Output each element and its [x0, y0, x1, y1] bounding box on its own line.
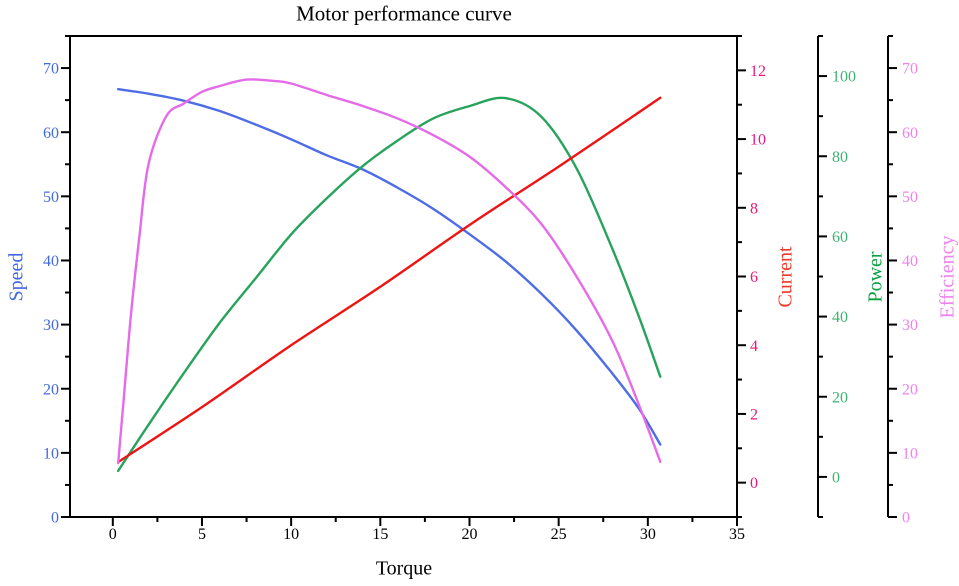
efficiency-tick-label: 50 — [902, 189, 918, 206]
power-tick-label: 60 — [832, 229, 848, 246]
speed-tick-label: 40 — [43, 253, 59, 270]
x-tick-label: 5 — [198, 526, 206, 543]
current-axis-title: Current — [774, 246, 797, 308]
power-tick-label: 0 — [832, 470, 840, 487]
plot-frame — [69, 35, 738, 518]
x-tick-label: 25 — [551, 526, 567, 543]
power-tick-label: 80 — [832, 149, 848, 166]
current-tick-label: 8 — [750, 200, 758, 217]
x-tick-label: 35 — [729, 526, 745, 543]
efficiency-tick-label: 70 — [902, 61, 918, 78]
efficiency-curve — [117, 78, 662, 465]
speed-tick-label: 60 — [43, 125, 59, 142]
efficiency-tick-label: 60 — [902, 125, 918, 142]
speed-tick-label: 20 — [43, 381, 59, 398]
x-tick-label: 0 — [109, 526, 117, 543]
efficiency-tick-label: 40 — [902, 253, 918, 270]
speed-tick-label: 10 — [43, 445, 59, 462]
efficiency-tick-label: 0 — [902, 510, 910, 527]
current-tick-label: 10 — [750, 132, 766, 149]
power-curve — [117, 96, 662, 473]
current-tick-label: 2 — [750, 407, 758, 424]
current-tick-label: 4 — [750, 338, 758, 355]
speed-tick-label: 0 — [51, 510, 59, 527]
speed-tick-label: 70 — [43, 61, 59, 78]
current-tick-label: 0 — [750, 475, 758, 492]
power-tick-label: 40 — [832, 309, 848, 326]
x-tick-label: 20 — [461, 526, 477, 543]
power-axis-title: Power — [864, 251, 887, 303]
x-tick-label: 30 — [640, 526, 656, 543]
power-tick-label: 100 — [832, 69, 856, 86]
speed-curve — [117, 88, 662, 446]
efficiency-axis-title: Efficiency — [936, 235, 959, 319]
efficiency-tick-label: 30 — [902, 317, 918, 334]
power-tick-label: 20 — [832, 389, 848, 406]
efficiency-tick-label: 20 — [902, 381, 918, 398]
current-tick-label: 12 — [750, 63, 766, 80]
current-tick-label: 6 — [750, 269, 758, 286]
speed-tick-label: 30 — [43, 317, 59, 334]
efficiency-tick-label: 10 — [902, 445, 918, 462]
speed-tick-label: 50 — [43, 189, 59, 206]
current-curve — [117, 96, 662, 464]
x-tick-label: 10 — [283, 526, 299, 543]
x-tick-label: 15 — [372, 526, 388, 543]
speed-axis-title: Speed — [5, 252, 28, 302]
chart-title: Motor performance curve — [296, 1, 512, 26]
x-axis-title: Torque — [375, 557, 433, 580]
